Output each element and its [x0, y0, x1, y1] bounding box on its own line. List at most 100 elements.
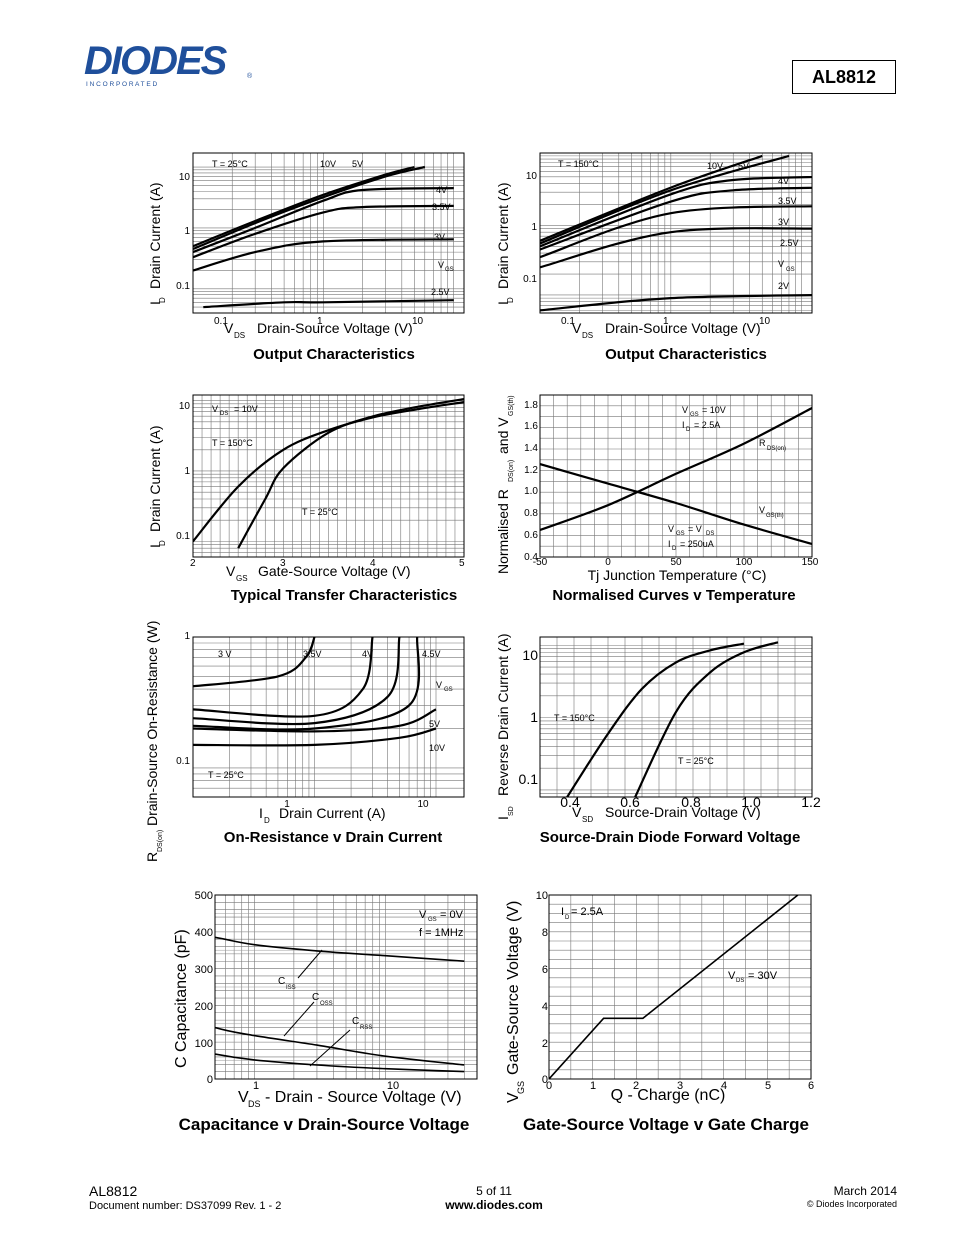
- chart6-xtick-1-0: 1.0: [741, 794, 761, 810]
- chart6-xtick-0-6: 0.6: [620, 794, 640, 810]
- chart1-ylabel-sub: D: [158, 297, 167, 303]
- chart2-ytick-0-1: 0.1: [523, 274, 537, 285]
- chart4-l8: V: [759, 505, 765, 515]
- chart1-series-0: [193, 165, 415, 248]
- chart8-series-0: [549, 895, 799, 1079]
- chart3-xtick-2: 2: [190, 558, 196, 569]
- chart2-label-vgs: V: [778, 259, 784, 269]
- chart3-series-0: [193, 401, 464, 543]
- chart4-xtick-150: 150: [802, 557, 819, 568]
- chart7-ciss-sub: ISS: [286, 985, 296, 991]
- chart1-xlabel-sub: DS: [234, 331, 245, 340]
- chart5-temp: T = 25°C: [208, 770, 244, 780]
- chart7-series-1: [215, 1026, 465, 1066]
- chart4-series-0: [540, 407, 812, 532]
- chart3-ytick-0-1: 0.1: [176, 531, 190, 542]
- chart8-caption: Gate-Source Voltage v Gate Charge: [523, 1115, 809, 1134]
- chart6-xtick-1-2: 1.2: [801, 794, 821, 810]
- chart7-ytick-200: 200: [195, 1001, 213, 1013]
- chart5-caption: On-Resistance v Drain Current: [224, 829, 442, 846]
- chart7-leader-0: [297, 949, 323, 979]
- chart2-series-4: [540, 205, 812, 259]
- chart4-l13: DS: [706, 531, 714, 537]
- chart4-l10: V: [668, 524, 674, 534]
- chart8-xlabel: Q - Charge (nC): [611, 1087, 726, 1104]
- chart1-series-4: [193, 238, 454, 272]
- chart8-ylabel-rest: Gate-Source Voltage (V): [505, 901, 522, 1075]
- chart6-series-1: [634, 641, 779, 797]
- chart5-xtick-1: 1: [284, 799, 290, 810]
- chart3-series-1: [237, 398, 464, 549]
- chart-gate-charge: I D = 2.5A V DS = 30V 10 8 6 4 2 0 0 1 2…: [505, 890, 814, 1134]
- chart3-vds-sub: DS: [220, 411, 228, 417]
- chart8-xtick-0: 0: [546, 1080, 552, 1092]
- chart8-ytick-2: 2: [542, 1038, 548, 1050]
- chart2-series-1: [540, 154, 790, 245]
- chart7-freq: f = 1MHz: [419, 927, 463, 939]
- chart2-label-3-5v: 3.5V: [778, 196, 797, 206]
- chart8-vds: V: [728, 970, 736, 982]
- chart6-frame: [539, 636, 813, 798]
- chart1-label-2-5v: 2.5V: [431, 287, 450, 297]
- chart1-temp: T = 25°C: [212, 159, 248, 169]
- chart1-label-vgs-sub: GS: [445, 267, 454, 273]
- chart6-xtick-0-8: 0.8: [681, 794, 701, 810]
- part-number: AL8812: [811, 66, 877, 87]
- chart3-xtick-3: 3: [280, 558, 286, 569]
- chart5-xlabel-sub: D: [264, 816, 270, 825]
- chart7-series-0: [215, 936, 465, 962]
- chart5-xlabel-rest: Drain Current (A): [279, 805, 386, 821]
- chart-diode-forward: T = 150°C T = 25°C 10 1 0.1 0.4 0.6 0.8 …: [495, 633, 821, 846]
- chart1-ytick-1: 1: [184, 226, 190, 237]
- chart8-xtick-5: 5: [765, 1080, 771, 1092]
- chart3-frame: [192, 394, 465, 558]
- chart4-xtick-m50: -50: [533, 557, 548, 568]
- chart2-label-10v: 10V: [707, 161, 723, 171]
- chart2-xlabel: V: [572, 320, 582, 336]
- chart7-ylabel: C Capacitance (pF): [173, 929, 190, 1068]
- chart4-l6: R: [759, 438, 766, 448]
- chart2-temp: T = 150°C: [558, 159, 599, 169]
- chart4-l2: = 10V: [702, 405, 726, 415]
- footer-website[interactable]: www.diodes.com: [445, 1198, 543, 1212]
- chart8-xtick-2: 2: [633, 1080, 639, 1092]
- chart4-l15: D: [672, 546, 677, 552]
- chart5-l-5v: 5V: [429, 719, 440, 729]
- chart6-ylabel: I: [495, 816, 511, 820]
- chart2-ytick-1: 1: [531, 222, 537, 233]
- chart8-ytick-8: 8: [542, 927, 548, 939]
- chart4-ytick-1-4: 1.4: [524, 443, 538, 454]
- chart4-ytick-0-8: 0.8: [524, 508, 538, 519]
- chart4-l9: GS(th): [766, 513, 784, 519]
- chart6-xtick-0-4: 0.4: [560, 794, 580, 810]
- chart2-xlabel-rest: Drain-Source Voltage (V): [605, 320, 761, 336]
- chart2-series-0: [540, 154, 763, 242]
- chart7-frame: [214, 894, 478, 1080]
- part-number-box: AL8812: [792, 60, 896, 94]
- chart8-vds-val: = 30V: [748, 970, 778, 982]
- chart3-t150: T = 150°C: [212, 438, 253, 448]
- chart2-frame: [539, 152, 813, 314]
- chart1-label-5v: 5V: [352, 159, 363, 169]
- chart1-series-5: [203, 299, 454, 309]
- chart-capacitance: V GS = 0V f = 1MHz C ISS C OSS C RSS 500…: [173, 890, 478, 1134]
- chart6-xlabel-sub: SD: [582, 815, 593, 824]
- chart2-label-5v: 5V: [738, 161, 749, 171]
- chart8-ytick-4: 4: [542, 1001, 548, 1013]
- chart6-ylabel-sub: SD: [508, 806, 515, 816]
- chart7-leader-1: [283, 1001, 315, 1037]
- chart1-label-3-5v: 3.5V: [432, 202, 451, 212]
- chart3-xlabel-rest: Gate-Source Voltage (V): [258, 563, 411, 579]
- footer-doc-number: Document number: DS37099 Rev. 1 - 2: [89, 1200, 282, 1212]
- chart7-ytick-400: 400: [195, 927, 213, 939]
- chart7-series-2: [215, 1053, 465, 1073]
- chart1-xlabel: V: [224, 320, 234, 336]
- chart2-xtick-10: 10: [759, 316, 771, 327]
- chart7-leader-2: [309, 1029, 351, 1067]
- chart3-xtick-5: 5: [459, 558, 465, 569]
- chart3-ytick-1: 1: [184, 466, 190, 477]
- chart-normalised: V GS = 10V I D = 2.5A R DS(on) V GS(th) …: [495, 394, 819, 604]
- chart8-frame: [548, 894, 812, 1080]
- chart1-ytick-10: 10: [179, 172, 191, 183]
- chart2-label-vgs-sub: GS: [786, 267, 795, 273]
